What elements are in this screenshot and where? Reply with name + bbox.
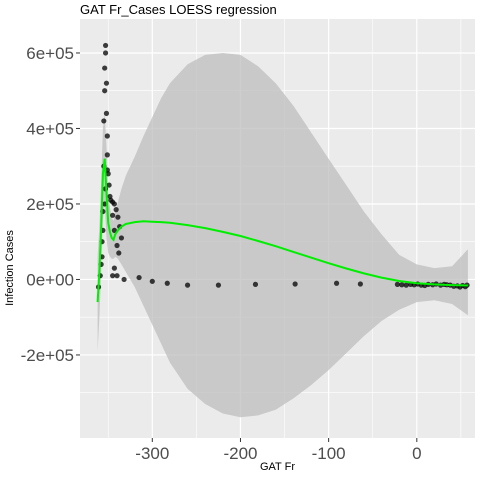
y-tick-label: 0e+00 <box>26 270 74 289</box>
y-tick-label: 4e+05 <box>26 119 74 138</box>
data-point <box>136 274 142 281</box>
y-axis-title: Infection Cases <box>4 230 16 306</box>
data-point <box>333 280 340 286</box>
data-point <box>114 273 120 279</box>
data-point <box>403 282 409 288</box>
data-point <box>110 212 116 218</box>
data-point <box>102 42 109 49</box>
x-tick-label: -300 <box>135 444 169 463</box>
x-tick-label: 0 <box>412 444 421 463</box>
data-point <box>103 80 110 86</box>
data-point <box>114 242 120 249</box>
data-point <box>102 201 108 207</box>
data-point <box>164 280 170 286</box>
data-point <box>102 50 109 56</box>
data-point <box>103 110 110 116</box>
data-point <box>184 282 191 288</box>
y-tick-label: 2e+05 <box>26 195 74 214</box>
data-point <box>111 227 117 233</box>
y-axis: -2e+05 0e+00 2e+05 4e+05 6e+05 <box>21 44 80 365</box>
chart-title: GAT Fr_Cases LOESS regression <box>80 2 277 17</box>
x-axis: -300 -200 -100 0 <box>135 438 422 463</box>
y-tick-label: -2e+05 <box>21 346 74 365</box>
data-point <box>111 265 117 271</box>
data-point <box>104 133 110 139</box>
y-tick-label: 6e+05 <box>26 44 74 63</box>
data-point <box>116 250 122 256</box>
data-point <box>111 201 117 207</box>
data-point <box>110 273 116 279</box>
confidence-band <box>97 53 468 418</box>
data-point <box>106 182 112 188</box>
x-tick-label: -100 <box>312 444 346 463</box>
data-point <box>149 278 155 284</box>
data-point <box>394 281 401 287</box>
data-point <box>102 65 108 71</box>
x-tick-label: -200 <box>223 444 257 463</box>
data-point <box>104 152 110 158</box>
data-point <box>292 281 298 287</box>
data-point <box>102 88 108 94</box>
data-point <box>357 281 363 287</box>
data-point <box>118 235 125 241</box>
loess-fit-line <box>96 158 468 303</box>
data-point <box>115 214 121 220</box>
data-point <box>215 282 222 288</box>
data-point <box>113 207 119 213</box>
data-point <box>101 118 107 124</box>
x-axis-title: GAT Fr <box>259 461 296 473</box>
data-point <box>121 276 127 283</box>
data-point <box>399 282 405 288</box>
data-point <box>252 281 259 287</box>
